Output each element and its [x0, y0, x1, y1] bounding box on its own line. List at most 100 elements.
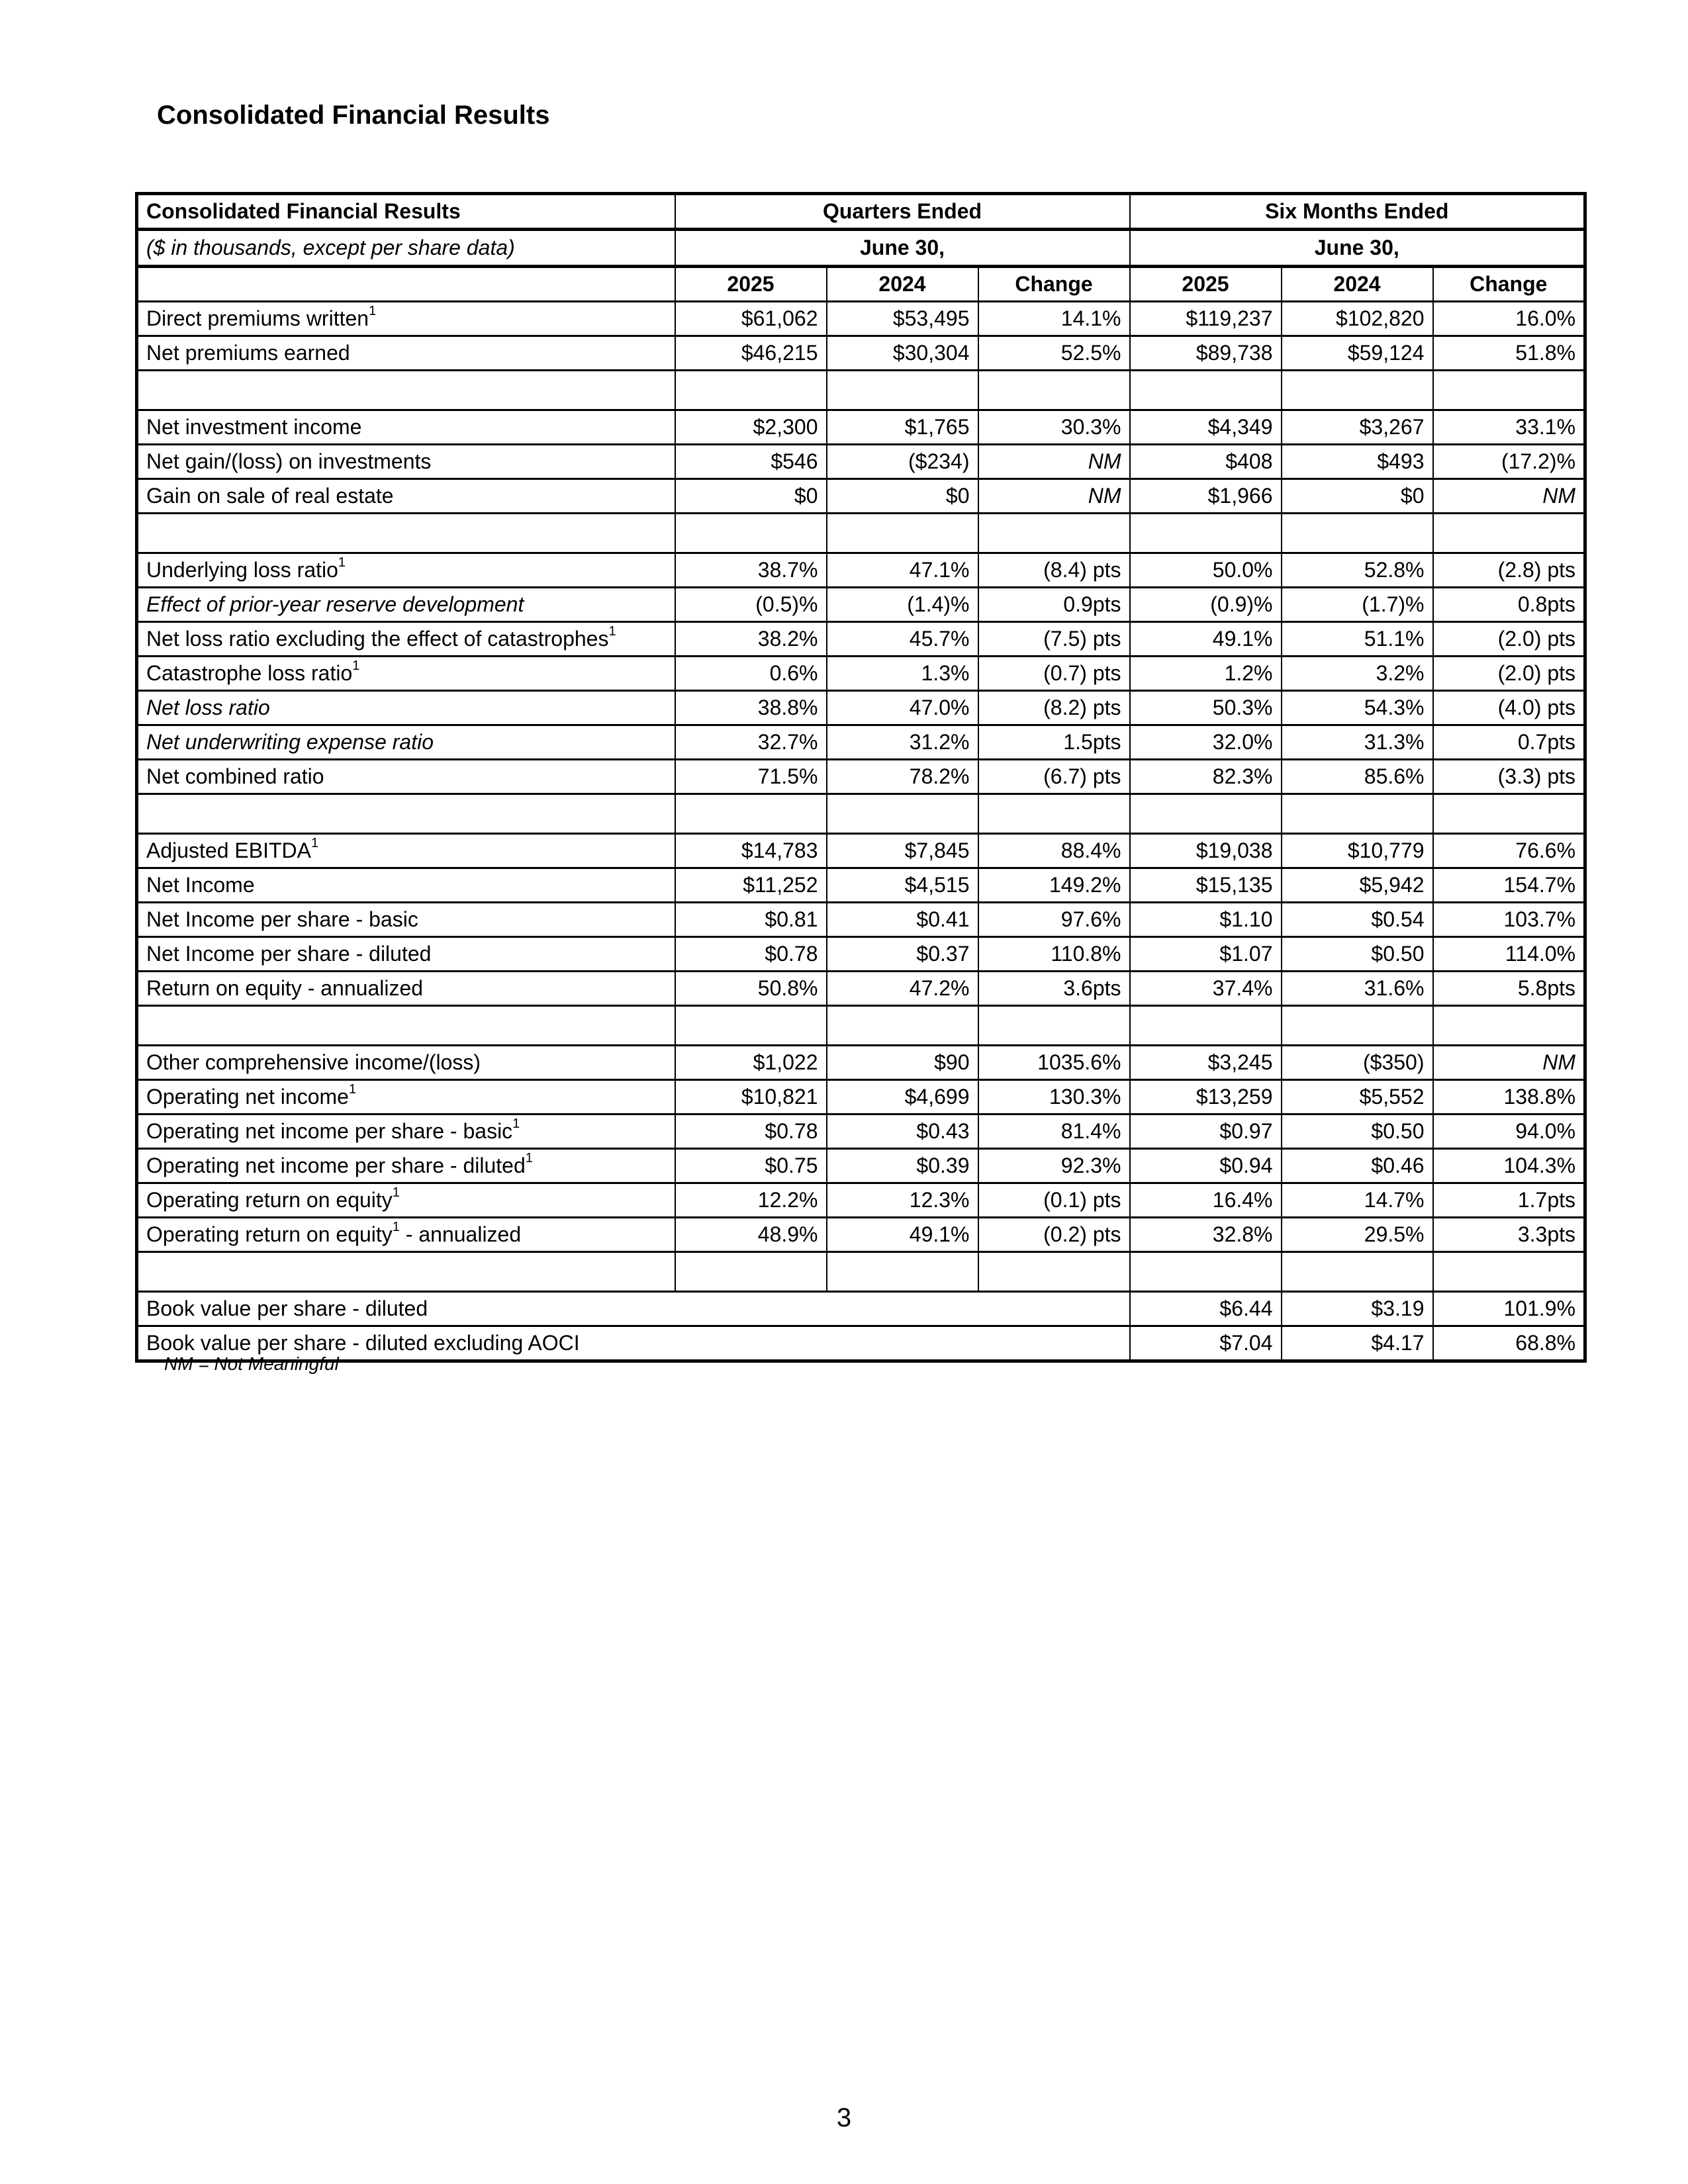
value-cell: $59,124 — [1280, 336, 1434, 371]
value-cell: 47.2% — [825, 971, 979, 1007]
value-cell: 0.9pts — [977, 587, 1131, 623]
empty-cell — [977, 794, 1131, 835]
value-cell: 0.6% — [674, 656, 827, 692]
value-cell: 31.2% — [825, 725, 979, 760]
row-label-text: Operating net income per share - diluted — [146, 1154, 526, 1177]
value-cell: $0.39 — [825, 1148, 979, 1184]
value-cell: $0.81 — [674, 902, 827, 938]
value-cell: (0.1) pts — [977, 1183, 1131, 1218]
value-cell: $89,738 — [1129, 336, 1282, 371]
row-label-suffix: - annualized — [399, 1222, 522, 1246]
value-cell: $0.41 — [825, 902, 979, 938]
footnote-marker: 1 — [392, 1185, 400, 1200]
table-row: Operating net income per share - diluted… — [136, 1148, 1586, 1184]
value-cell: $102,820 — [1280, 301, 1434, 337]
value-cell: (7.5) pts — [977, 621, 1131, 657]
value-cell: $13,259 — [1129, 1079, 1282, 1115]
row-label: Operating net income1 — [136, 1079, 676, 1115]
empty-cell — [674, 1005, 827, 1046]
value-cell: 1.7pts — [1432, 1183, 1586, 1218]
value-cell: 5.8pts — [1432, 971, 1586, 1007]
value-cell: $0.78 — [674, 936, 827, 972]
empty-cell — [1129, 513, 1282, 554]
value-cell: $5,552 — [1280, 1079, 1434, 1115]
row-label: Operating return on equity1 - annualized — [136, 1217, 676, 1253]
row-label-text: Operating return on equity — [146, 1188, 393, 1212]
value-cell: 12.2% — [674, 1183, 827, 1218]
value-cell: $2,300 — [674, 410, 827, 445]
value-cell: $4,515 — [825, 868, 979, 903]
value-cell: 85.6% — [1280, 759, 1434, 795]
row-label: Book value per share - diluted — [136, 1291, 1131, 1327]
value-cell: $0 — [1280, 478, 1434, 514]
page-number: 3 — [836, 2103, 852, 2132]
row-label-text: Net gain/(loss) on investments — [146, 449, 432, 473]
value-cell: 52.5% — [977, 336, 1131, 371]
value-cell: 1.2% — [1129, 656, 1282, 692]
value-cell: (1.4)% — [825, 587, 979, 623]
value-cell: 31.6% — [1280, 971, 1434, 1007]
value-cell: $10,779 — [1280, 833, 1434, 869]
group-header-six-months: Six Months Ended — [1129, 193, 1586, 231]
value-cell: 54.3% — [1280, 690, 1434, 726]
value-cell: 48.9% — [674, 1217, 827, 1253]
value-cell: $1,022 — [674, 1045, 827, 1081]
value-cell: $3,245 — [1129, 1045, 1282, 1081]
row-label-text: Adjusted EBITDA — [146, 839, 311, 862]
table-row: Operating return on equity1 - annualized… — [136, 1217, 1586, 1253]
value-cell: (6.7) pts — [977, 759, 1131, 795]
empty-cell — [1280, 513, 1434, 554]
row-label: Return on equity - annualized — [136, 971, 676, 1007]
table-row: Net Income per share - diluted $0.78 $0.37… — [136, 936, 1586, 972]
value-cell: 52.8% — [1280, 553, 1434, 588]
empty-cell — [1432, 794, 1586, 835]
value-cell: $53,495 — [825, 301, 979, 337]
empty-cell — [825, 794, 979, 835]
table-row: Gain on sale of real estate $0 $0 NM $1,966 $… — [136, 478, 1586, 514]
row-label: Net underwriting expense ratio — [136, 725, 676, 760]
value-cell: 16.0% — [1432, 301, 1586, 337]
table-row: Net Income per share - basic $0.81 $0.41 97… — [136, 902, 1586, 938]
value-cell: $0.78 — [674, 1114, 827, 1150]
value-cell: $3.19 — [1280, 1291, 1434, 1327]
header-row-groups: Consolidated Financial Results Quarters … — [136, 193, 1586, 231]
value-cell: $30,304 — [825, 336, 979, 371]
value-cell: 138.8% — [1432, 1079, 1586, 1115]
value-cell: $1,966 — [1129, 478, 1282, 514]
row-label: Gain on sale of real estate — [136, 478, 676, 514]
value-cell: (0.9)% — [1129, 587, 1282, 623]
value-cell: 31.3% — [1280, 725, 1434, 760]
empty-cell — [977, 1251, 1131, 1293]
row-label: Operating net income per share - diluted… — [136, 1148, 676, 1184]
group-header-quarters: Quarters Ended — [674, 193, 1131, 231]
empty-cell — [674, 1251, 827, 1293]
value-cell: $0.97 — [1129, 1114, 1282, 1150]
row-label: Net loss ratio — [136, 690, 676, 726]
value-cell: (0.5)% — [674, 587, 827, 623]
value-cell: $19,038 — [1129, 833, 1282, 869]
value-cell: $90 — [825, 1045, 979, 1081]
row-label: Net gain/(loss) on investments — [136, 444, 676, 480]
row-label: Net Income — [136, 868, 676, 903]
value-cell: 51.8% — [1432, 336, 1586, 371]
empty-cell — [136, 794, 676, 835]
row-label-text: Net combined ratio — [146, 764, 324, 788]
value-cell: $4,699 — [825, 1079, 979, 1115]
table-row: Net gain/(loss) on investments $546 ($234)… — [136, 444, 1586, 480]
row-label: Direct premiums written1 — [136, 301, 676, 337]
value-cell: 0.8pts — [1432, 587, 1586, 623]
value-cell: (8.2) pts — [977, 690, 1131, 726]
page-title: Consolidated Financial Results — [157, 101, 550, 130]
table-units-note: ($ in thousands, except per share data) — [136, 229, 676, 268]
value-cell: $0.50 — [1280, 936, 1434, 972]
value-cell: 82.3% — [1129, 759, 1282, 795]
table-row: Net loss ratio excluding the effect of c… — [136, 621, 1586, 657]
empty-cell — [1129, 794, 1282, 835]
value-cell: $6.44 — [1129, 1291, 1282, 1327]
value-cell: 81.4% — [977, 1114, 1131, 1150]
spacer-row — [136, 370, 1586, 411]
table-row: Net loss ratio 38.8% 47.0% (8.2) pts 50.3% 54… — [136, 690, 1586, 726]
value-cell: 37.4% — [1129, 971, 1282, 1007]
row-label-text: Effect of prior-year reserve development — [146, 592, 524, 616]
value-cell: 14.1% — [977, 301, 1131, 337]
